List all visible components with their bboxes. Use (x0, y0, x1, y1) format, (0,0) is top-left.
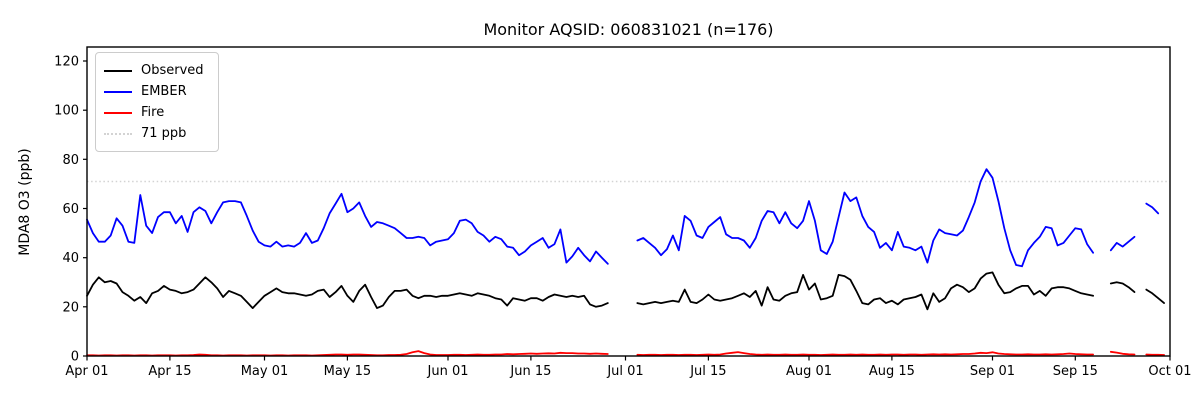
svg-text:Aug 15: Aug 15 (869, 364, 915, 379)
legend-label-observed: Observed (141, 63, 204, 78)
legend-label-ember: EMBER (141, 84, 187, 99)
svg-text:Apr 01: Apr 01 (65, 364, 108, 379)
svg-text:May 15: May 15 (324, 364, 372, 379)
legend-item-threshold: 71 ppb (104, 123, 208, 144)
legend-label-fire: Fire (141, 105, 165, 120)
legend: Observed EMBER Fire 71 ppb (95, 52, 219, 152)
svg-text:Jun 15: Jun 15 (509, 364, 551, 379)
legend-item-observed: Observed (104, 60, 208, 81)
svg-text:Jul 15: Jul 15 (689, 364, 726, 379)
svg-text:120: 120 (54, 55, 79, 70)
svg-text:Jul 01: Jul 01 (606, 364, 643, 379)
fire-line-swatch (104, 111, 132, 114)
chart-title: Monitor AQSID: 060831021 (n=176) (483, 20, 774, 39)
svg-text:Sep 15: Sep 15 (1053, 364, 1098, 379)
observed-line-swatch (104, 69, 132, 72)
svg-text:100: 100 (54, 104, 79, 119)
svg-text:Oct 01: Oct 01 (1148, 364, 1191, 379)
svg-text:Jun 01: Jun 01 (427, 364, 469, 379)
svg-text:60: 60 (62, 202, 79, 217)
svg-text:May 01: May 01 (241, 364, 289, 379)
svg-text:40: 40 (62, 251, 79, 266)
legend-label-threshold: 71 ppb (141, 126, 187, 141)
legend-item-fire: Fire (104, 102, 208, 123)
svg-text:Apr 15: Apr 15 (148, 364, 191, 379)
legend-item-ember: EMBER (104, 81, 208, 102)
svg-text:20: 20 (62, 300, 79, 315)
svg-text:0: 0 (71, 350, 79, 365)
threshold-line-swatch (104, 132, 132, 135)
ember-line-swatch (104, 90, 132, 93)
svg-text:80: 80 (62, 153, 79, 168)
svg-text:Sep 01: Sep 01 (970, 364, 1015, 379)
svg-text:Aug 01: Aug 01 (786, 364, 832, 379)
